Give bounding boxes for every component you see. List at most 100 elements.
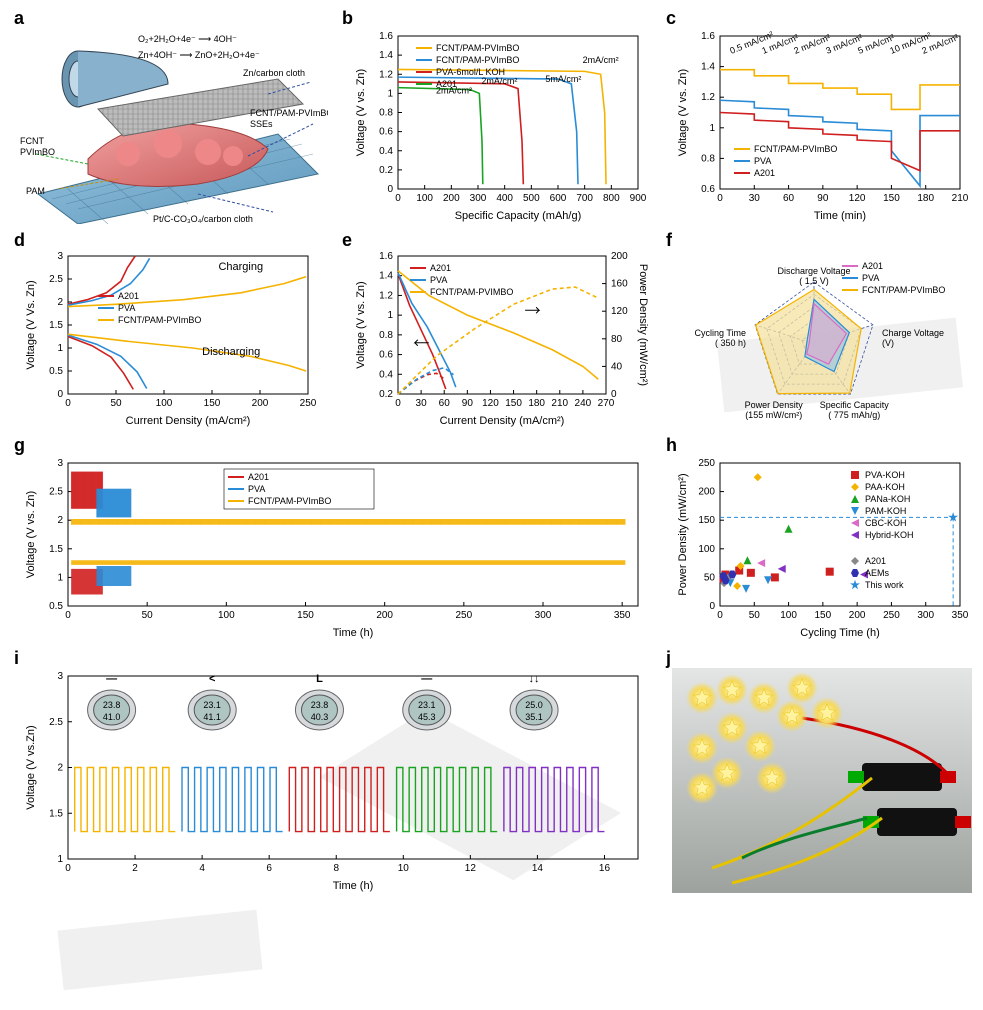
svg-text:150: 150 [505,398,522,409]
svg-text:↓↓: ↓↓ [529,673,540,685]
svg-text:180: 180 [917,193,934,204]
svg-text:40.3: 40.3 [311,712,329,722]
svg-text:800: 800 [603,193,620,204]
svg-text:Charging: Charging [218,261,263,273]
label-b: b [342,8,353,29]
svg-text:23.8: 23.8 [103,700,121,710]
svg-text:120: 120 [849,193,866,204]
svg-text:A201: A201 [430,263,451,273]
svg-text:0.6: 0.6 [701,184,715,195]
svg-text:Time (min): Time (min) [814,210,866,222]
svg-text:L: L [316,673,323,685]
svg-text:350: 350 [952,610,969,621]
svg-text:Voltage (V vs. Zn): Voltage (V vs. Zn) [355,281,367,368]
svg-text:0: 0 [65,863,71,874]
svg-text:Current Density (mA/cm²): Current Density (mA/cm²) [440,415,565,427]
svg-text:10: 10 [398,863,410,874]
svg-text:A201: A201 [248,472,269,482]
svg-text:0.4: 0.4 [379,369,393,380]
eq2-text: Zn+4OH⁻ ⟶ ZnO+2H₂O+4e⁻ [138,50,260,60]
svg-text:CBC-KOH: CBC-KOH [865,518,907,528]
svg-text:300: 300 [535,610,552,621]
svg-text:A201: A201 [118,291,139,301]
svg-text:45.3: 45.3 [418,712,436,722]
svg-text:Time (h): Time (h) [333,880,374,892]
panel-i-chart: 024681012141611.522.53Time (h)Voltage (V… [20,668,650,893]
svg-text:50: 50 [704,572,716,583]
svg-text:Discharge Voltage: Discharge Voltage [777,266,850,276]
svg-text:2: 2 [57,763,63,774]
callout-sse-l2: SSEs [250,119,273,129]
svg-text:60: 60 [783,193,795,204]
svg-text:30: 30 [749,193,761,204]
svg-text:150: 150 [204,398,221,409]
svg-text:1.2: 1.2 [701,92,715,103]
svg-text:0.2: 0.2 [379,389,393,400]
svg-text:—: — [421,673,432,685]
panel-e-chart: 03060901201501802102402700.20.40.60.811.… [350,248,650,428]
svg-text:150: 150 [297,610,314,621]
svg-text:1.6: 1.6 [379,251,393,262]
svg-text:1: 1 [709,123,715,134]
svg-text:—: — [106,673,117,685]
svg-text:6: 6 [266,863,272,874]
svg-text:FCNT/PAM-PVImBO: FCNT/PAM-PVImBO [436,55,519,65]
label-j: j [666,648,671,669]
label-h: h [666,435,677,456]
svg-text:200: 200 [376,610,393,621]
svg-text:12: 12 [465,863,477,874]
svg-text:35.1: 35.1 [525,712,543,722]
eq1-text: O₂+2H₂O+4e⁻ ⟶ 4OH⁻ [138,34,237,44]
svg-text:1: 1 [57,343,63,354]
svg-text:2.5: 2.5 [49,274,63,285]
svg-text:(155 mW/cm²): (155 mW/cm²) [745,410,802,420]
svg-text:Power Density: Power Density [745,400,804,410]
svg-text:Voltage (V vs.Zn): Voltage (V vs.Zn) [25,725,37,809]
svg-text:1.2: 1.2 [379,69,393,80]
svg-text:14: 14 [532,863,544,874]
svg-text:2mA/cm²: 2mA/cm² [583,55,619,65]
svg-text:2mA/cm²: 2mA/cm² [481,76,517,86]
callout-zn: Zn/carbon cloth [243,68,305,78]
svg-text:Cycling Time (h): Cycling Time (h) [800,627,879,639]
svg-text:Specific Capacity: Specific Capacity [820,400,890,410]
svg-text:0: 0 [65,398,71,409]
svg-text:FCNT/PAM-PVImBO: FCNT/PAM-PVImBO [862,285,945,295]
callout-pam: PAM [26,186,45,196]
svg-text:5mA/cm²: 5mA/cm² [545,74,581,84]
svg-text:A201: A201 [862,261,883,271]
svg-text:PVA: PVA [118,303,135,313]
svg-text:Current Density (mA/cm²): Current Density (mA/cm²) [126,415,251,427]
svg-text:PANa-KOH: PANa-KOH [865,494,910,504]
svg-text:210: 210 [952,193,969,204]
svg-text:350: 350 [614,610,631,621]
svg-text:0.8: 0.8 [379,108,393,119]
svg-text:3: 3 [57,458,63,469]
svg-text:0: 0 [611,389,617,400]
svg-text:Discharging: Discharging [202,346,260,358]
svg-text:500: 500 [523,193,540,204]
svg-text:0.8: 0.8 [701,153,715,164]
svg-text:PVA: PVA [248,484,265,494]
panel-a-schematic: O₂+2H₂O+4e⁻ ⟶ 4OH⁻ Zn+4OH⁻ ⟶ ZnO+2H₂O+4e… [18,24,328,224]
svg-text:16: 16 [599,863,611,874]
panel-c-chart: 03060901201501802100.60.811.21.41.6Time … [672,28,972,223]
svg-text:100: 100 [780,610,797,621]
label-i: i [14,648,19,669]
svg-text:FCNT/PAM-PVImBO: FCNT/PAM-PVImBO [118,315,201,325]
svg-text:0: 0 [709,601,715,612]
svg-text:0.5: 0.5 [49,601,63,612]
svg-text:1: 1 [387,88,393,99]
svg-text:Voltage (V vs. Zn): Voltage (V vs. Zn) [355,69,367,156]
svg-text:41.1: 41.1 [203,712,221,722]
svg-text:FCNT/PAM-PVImBO: FCNT/PAM-PVImBO [248,496,331,506]
svg-text:1.2: 1.2 [379,290,393,301]
svg-text:150: 150 [815,610,832,621]
svg-text:0.6: 0.6 [379,350,393,361]
svg-text:Voltage (V Vs. Zn): Voltage (V Vs. Zn) [25,280,37,369]
svg-text:41.0: 41.0 [103,712,121,722]
svg-text:Specific Capacity (mAh/g): Specific Capacity (mAh/g) [455,210,582,222]
svg-text:2: 2 [57,515,63,526]
svg-text:40: 40 [611,361,623,372]
svg-text:50: 50 [110,398,122,409]
